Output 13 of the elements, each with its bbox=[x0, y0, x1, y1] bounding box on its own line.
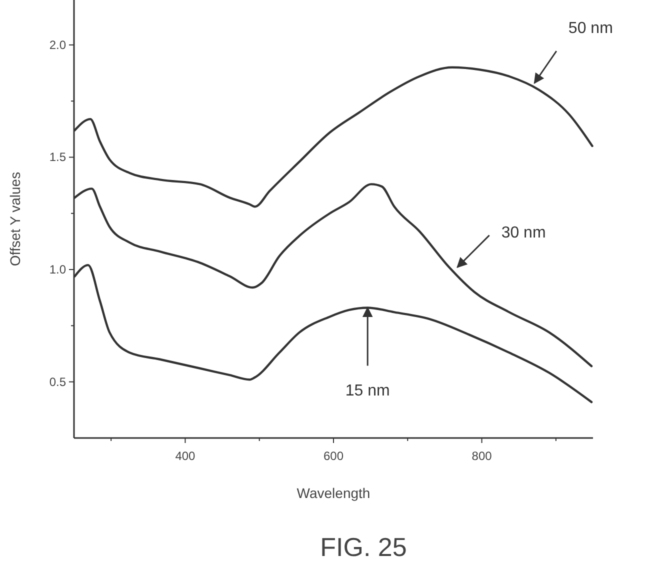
y-tick-label: 1.0 bbox=[49, 262, 66, 277]
x-axis-title: Wavelength bbox=[296, 485, 370, 501]
y-tick-label: 2.0 bbox=[49, 38, 66, 52]
annotation: 50 nm bbox=[568, 20, 613, 38]
x-tick-label: 400 bbox=[175, 449, 196, 463]
x-tick-label: 800 bbox=[472, 449, 492, 463]
x-tick-label: 600 bbox=[323, 449, 344, 463]
y-axis-title: Offset Y values bbox=[7, 172, 23, 266]
annotation: 15 nm bbox=[345, 382, 390, 400]
caption: FIG. 25 bbox=[320, 532, 407, 562]
y-tick-label: 0.5 bbox=[49, 374, 66, 389]
y-tick-label: 1.5 bbox=[49, 150, 66, 164]
annotation: 30 nm bbox=[501, 224, 546, 242]
